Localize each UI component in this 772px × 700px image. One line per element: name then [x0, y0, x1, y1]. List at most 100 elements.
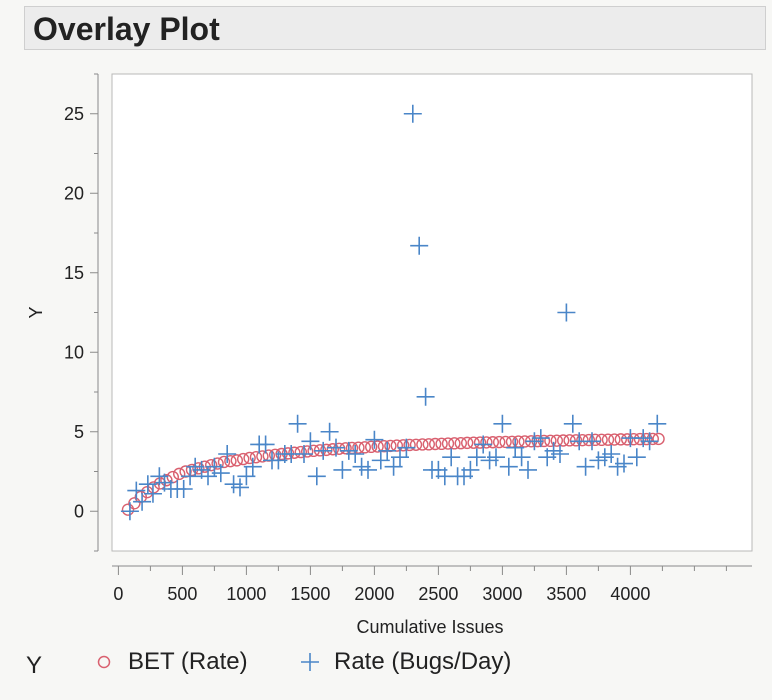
bet-rate-point: [601, 433, 615, 446]
rate-bugs-day-point: [237, 467, 256, 486]
bet-rate-point: [204, 458, 218, 472]
bet-rate-point: [576, 433, 589, 447]
bet-rate-point: [358, 441, 371, 454]
legend-label-bet-rate: BET (Rate): [128, 648, 248, 675]
rate-bugs-day-point: [256, 435, 275, 454]
bet-rate-point: [333, 442, 346, 455]
bet-rate-point: [480, 436, 493, 449]
x-tick-label: 3500: [546, 584, 586, 604]
rate-bugs-day-point: [384, 457, 403, 476]
bet-rate-point: [128, 497, 141, 510]
rate-bugs-day-point: [442, 448, 461, 467]
bet-rate-point: [467, 436, 480, 449]
bet-rate-point: [608, 433, 621, 446]
rate-bugs-day-point: [359, 460, 377, 479]
bet-rate-point: [473, 436, 487, 449]
rate-bugs-day-point: [320, 422, 339, 441]
rate-bugs-day-point: [365, 430, 384, 449]
bet-rate-point: [403, 438, 416, 452]
bet-rate-point: [627, 433, 640, 446]
y-axis-label: Y: [26, 306, 46, 318]
legend-label-rate-bugs-day: Rate (Bugs/Day): [334, 648, 512, 675]
bet-rate-point: [294, 445, 307, 459]
rate-bugs-day-point: [627, 448, 646, 467]
rate-bugs-day-point: [648, 414, 667, 433]
bet-rate-point: [582, 433, 595, 447]
bet-rate-point: [249, 450, 263, 464]
rate-bugs-day-point: [461, 460, 480, 479]
rate-bugs-day-point: [199, 467, 217, 486]
bet-rate-point: [461, 436, 474, 450]
rate-bugs-day-point: [307, 467, 326, 486]
rate-bugs-day-point: [506, 438, 525, 457]
rate-bugs-day-point: [211, 464, 230, 483]
rate-bugs-day-point: [333, 460, 352, 479]
rate-bugs-day-point: [403, 104, 422, 123]
rate-bugs-day-point: [127, 481, 146, 500]
bet-rate-point: [454, 436, 467, 450]
bet-rate-point: [557, 434, 570, 447]
bet-rate-point: [236, 452, 250, 466]
rate-bugs-day-point: [416, 387, 435, 406]
bet-rate-point: [429, 437, 442, 451]
y-tick-label: 10: [64, 342, 84, 362]
panel-title-bar[interactable]: Overlay Plot: [24, 6, 766, 50]
bet-rate-point: [352, 441, 365, 454]
bet-rate-point: [589, 433, 602, 447]
plus-marker-icon: [301, 653, 319, 671]
rate-bugs-day-point: [493, 414, 512, 433]
bet-rate-point: [614, 433, 627, 446]
bet-rate-point: [499, 435, 512, 449]
rate-bugs-day-point: [346, 445, 365, 464]
bet-rate-point: [409, 438, 423, 451]
bet-rate-point: [256, 450, 269, 463]
rate-bugs-day-point: [243, 457, 262, 476]
bet-rate-point: [544, 434, 557, 448]
rate-bugs-day-point: [327, 438, 345, 457]
x-tick-label: 2500: [418, 584, 458, 604]
rate-bugs-day-point: [557, 303, 576, 322]
bet-rate-point: [621, 433, 634, 446]
y-tick-label: 25: [64, 104, 84, 124]
bet-rate-point: [365, 440, 378, 454]
bet-rate-point: [301, 445, 314, 458]
x-tick-label: 500: [167, 584, 197, 604]
y-tick-label: 5: [74, 422, 84, 442]
rate-bugs-day-point: [519, 460, 537, 479]
rate-bugs-day-point: [499, 457, 518, 476]
rate-bugs-day-point: [231, 478, 249, 497]
bet-rate-point: [416, 438, 429, 451]
bet-rate-point: [550, 434, 563, 447]
rate-bugs-day-point: [474, 435, 493, 454]
rate-bugs-day-point: [576, 457, 595, 476]
rate-bugs-day-point: [531, 429, 550, 448]
rate-bugs-day-point: [378, 441, 397, 460]
rate-bugs-day-point: [288, 414, 307, 433]
rate-bugs-day-point: [602, 445, 621, 464]
x-tick-label: 1500: [290, 584, 330, 604]
rate-bugs-day-point: [133, 492, 152, 511]
rate-bugs-day-point: [295, 445, 313, 464]
rate-bugs-day-point: [301, 432, 320, 451]
x-tick-label: 2000: [354, 584, 394, 604]
x-tick-label: 0: [113, 584, 123, 604]
bet-rate-point: [486, 436, 499, 449]
bet-rate-point: [371, 440, 384, 453]
bet-rate-point: [397, 439, 410, 452]
bet-rate-point: [211, 457, 224, 470]
bet-rate-point: [633, 432, 647, 446]
rate-bugs-day-point: [467, 448, 486, 467]
bet-rate-point: [652, 432, 665, 446]
bet-rate-point: [441, 437, 455, 450]
rate-bugs-day-point: [120, 502, 139, 521]
bet-rate-point: [320, 443, 333, 457]
bet-rate-point: [172, 467, 186, 481]
bet-rate-point: [448, 437, 461, 450]
rate-bugs-day-point: [371, 451, 390, 470]
bet-rate-point: [595, 433, 608, 447]
bet-rate-point: [422, 438, 435, 451]
bet-rate-point: [224, 454, 237, 468]
rate-bugs-day-point: [314, 441, 333, 460]
rate-bugs-day-point: [181, 467, 200, 486]
